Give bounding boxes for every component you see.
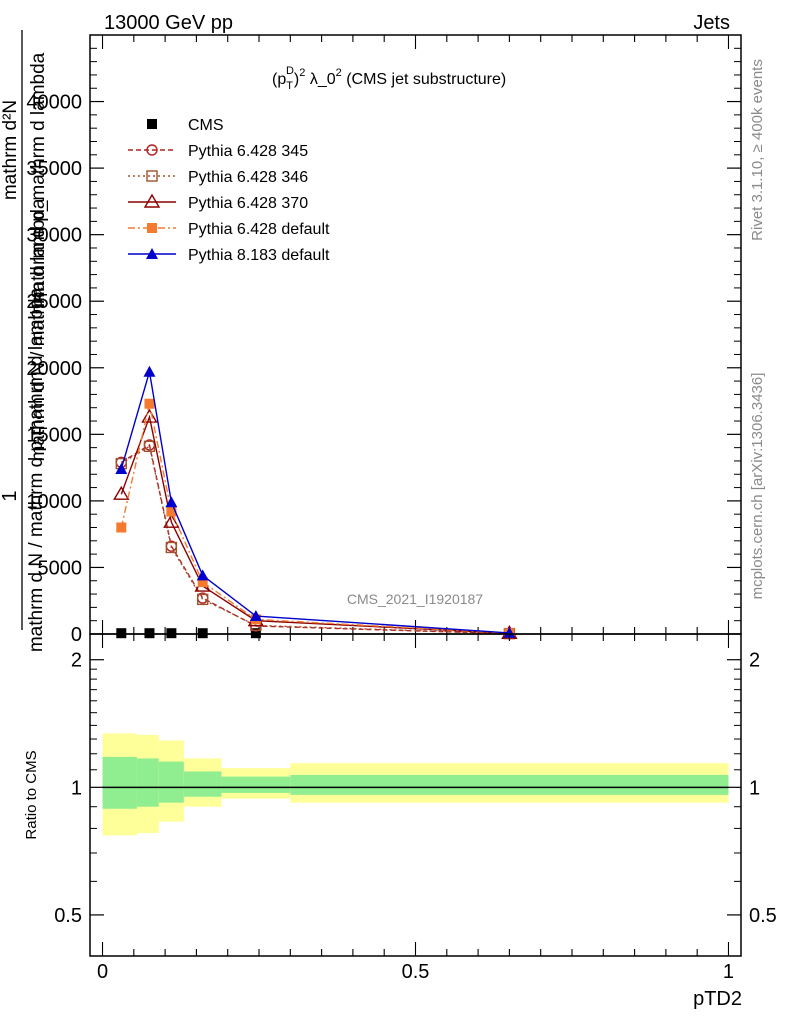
data-point xyxy=(197,577,208,588)
ylabel-numerator: mathrm d²N xyxy=(0,100,21,200)
ylabel-denominator: mathrm d N / mathrm d p mathrm d lambda xyxy=(26,287,47,652)
series-line xyxy=(120,414,510,635)
ratio-y-tick-label: 2 xyxy=(71,650,82,672)
legend-label: Pythia 6.428 default xyxy=(188,221,330,238)
legend-entry: Pythia 6.428 370 xyxy=(128,193,308,212)
legend-entry: Pythia 8.183 default xyxy=(128,247,330,264)
x-tick-label: 1 xyxy=(723,961,734,983)
y-tick-label: 5000 xyxy=(38,557,83,579)
ylabel-one: 1 xyxy=(0,490,21,501)
data-point xyxy=(146,170,158,182)
data-point xyxy=(115,462,128,474)
data-point xyxy=(141,408,158,423)
data-point xyxy=(166,506,177,517)
ratio-y-tick-label-right: 0.5 xyxy=(749,905,777,927)
analysis-watermark: CMS_2021_I1920187 xyxy=(347,591,483,607)
data-point xyxy=(166,628,177,639)
y-tick-label: 10000 xyxy=(26,491,82,513)
main-axes: 0 5000 10000 15000 20000 25000 30000 35000 40000 xyxy=(26,35,741,646)
legend-entry: CMS xyxy=(147,117,224,134)
rivet-version-label: Rivet 3.1.10, ≥ 400k events xyxy=(749,59,766,241)
y-tick-label: 35000 xyxy=(26,158,82,180)
main-series xyxy=(113,365,518,640)
data-point xyxy=(144,398,155,409)
ratio-axes: 0.5 0.5 1 1 2 2 xyxy=(54,634,777,956)
ratio-band-green xyxy=(102,756,137,809)
data-point xyxy=(143,440,156,453)
ratio-y-tick-label: 0.5 xyxy=(54,905,82,927)
data-point xyxy=(147,119,157,129)
legend-label: Pythia 8.183 default xyxy=(188,247,330,264)
ratio-band-green xyxy=(290,774,729,795)
x-tick-label: 0 xyxy=(97,961,108,983)
mcplots-label: mcplots.cern.ch [arXiv:1306.3436] xyxy=(749,373,766,600)
legend-entry: Pythia 6.428 default xyxy=(128,221,330,238)
ratio-bands xyxy=(102,733,729,836)
data-point xyxy=(147,223,157,233)
ratio-ylabel: Ratio to CMS xyxy=(23,750,40,839)
header-right: Jets xyxy=(693,12,730,34)
legend-entry: Pythia 6.428 345 xyxy=(128,143,308,160)
main-ylabel: 1 mathrm d²N mathrm d p_mathrm d lambda … xyxy=(0,30,49,652)
x-tick-labels: 0 0.5 1 xyxy=(97,961,734,983)
data-point xyxy=(143,193,161,208)
series-0 xyxy=(116,628,261,639)
header-left: 13000 GeV pp xyxy=(104,12,233,34)
legend-entry: Pythia 6.428 346 xyxy=(128,169,308,186)
series-line xyxy=(120,403,510,634)
y-tick-label: 0 xyxy=(71,624,82,646)
ylabel-denominator-overlap: mathrm d N / mathrm d lambda xyxy=(28,198,49,461)
data-point xyxy=(163,513,180,528)
y-tick-label: 20000 xyxy=(26,358,82,380)
data-point xyxy=(165,496,178,508)
legend-label: Pythia 6.428 370 xyxy=(188,195,308,212)
ylabel-numerator-overlap: mathrm d p_mathrm d lambda xyxy=(28,52,49,307)
ratio-band-green xyxy=(221,776,291,793)
ratio-y-tick-label-right: 2 xyxy=(749,650,760,672)
y-tick-label: 15000 xyxy=(26,424,82,446)
ratio-y-tick-label-right: 1 xyxy=(749,777,760,799)
data-point xyxy=(116,628,127,639)
y-tick-label: 30000 xyxy=(26,225,82,247)
ratio-band-green xyxy=(183,771,222,797)
data-point xyxy=(143,365,156,377)
data-point xyxy=(165,541,178,554)
legend-label: Pythia 6.428 345 xyxy=(188,143,308,160)
data-point xyxy=(146,248,158,259)
series-line xyxy=(120,445,510,635)
data-point xyxy=(250,628,261,639)
ratio-band-green xyxy=(136,758,159,807)
y-tick-label: 40000 xyxy=(26,92,82,114)
legend: CMS Pythia 6.428 345 Pythia 6.428 346 Pythi… xyxy=(128,117,330,264)
series-2 xyxy=(115,440,516,640)
y-tick-label: 25000 xyxy=(26,291,82,313)
ratio-y-tick-label: 1 xyxy=(71,777,82,799)
x-axis-label: pTD2 xyxy=(693,988,742,1010)
x-tick-label: 0.5 xyxy=(402,961,430,983)
data-point xyxy=(113,485,130,500)
data-point xyxy=(146,144,158,156)
data-point xyxy=(116,522,127,533)
series-5 xyxy=(115,365,516,638)
data-point xyxy=(503,626,516,638)
plot-title: (pTD)2 λ_02 (CMS jet substructure) xyxy=(272,65,506,92)
legend-label: CMS xyxy=(188,117,224,134)
data-point xyxy=(197,628,208,639)
ratio-band-green xyxy=(158,761,184,803)
data-point xyxy=(196,569,209,581)
series-1 xyxy=(115,439,516,640)
data-point xyxy=(249,610,262,622)
data-point xyxy=(144,628,155,639)
series-line xyxy=(120,371,510,634)
legend-label: Pythia 6.428 346 xyxy=(188,169,308,186)
data-point xyxy=(196,593,209,606)
